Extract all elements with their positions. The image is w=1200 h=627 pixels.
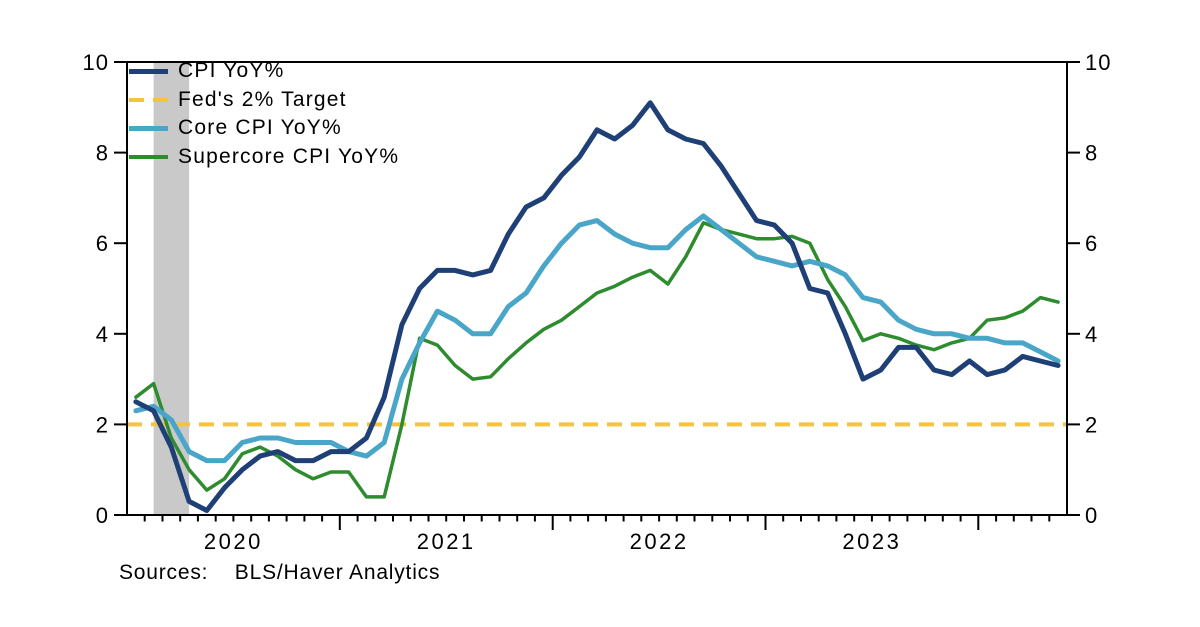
series-line-supercore-cpi-yoy <box>134 221 1060 499</box>
series-line-core-cpi-yoy <box>133 213 1061 464</box>
plot-border <box>126 61 1068 516</box>
y-tick-label-left: 0 <box>96 503 109 528</box>
y-tick-label-right: 2 <box>1085 412 1098 437</box>
legend-item-fed-target: Fed's 2% Target <box>129 86 399 115</box>
legend-swatch-cpi <box>129 68 168 74</box>
y-tick-label-right: 8 <box>1085 141 1098 166</box>
x-year-label: 2022 <box>630 529 689 554</box>
legend-swatch-supercore-cpi <box>129 155 168 159</box>
chart-legend: CPI YoY% Fed's 2% Target Core CPI YoY% S… <box>129 57 399 171</box>
x-year-label: 2020 <box>204 529 263 554</box>
y-tick-label-left: 8 <box>96 141 109 166</box>
series-line-cpi-yoy <box>133 100 1061 513</box>
legend-label-cpi: CPI YoY% <box>178 59 285 83</box>
y-tick-label-right: 4 <box>1085 322 1098 347</box>
x-year-label: 2021 <box>417 529 476 554</box>
y-tick-label-left: 10 <box>83 50 109 75</box>
x-year-label: 2023 <box>842 529 901 554</box>
y-tick-label-right: 0 <box>1085 503 1098 528</box>
y-tick-label-left: 2 <box>96 412 109 437</box>
y-tick-label-right: 10 <box>1085 50 1111 75</box>
legend-label-core-cpi: Core CPI YoY% <box>178 116 342 140</box>
y-tick-label-left: 6 <box>96 231 109 256</box>
legend-label-supercore-cpi: Supercore CPI YoY% <box>178 144 400 168</box>
y-tick-label-right: 6 <box>1085 231 1098 256</box>
source-note: Sources: BLS/Haver Analytics <box>119 561 441 584</box>
legend-swatch-core-cpi <box>129 125 168 131</box>
legend-label-fed-target: Fed's 2% Target <box>178 87 347 111</box>
legend-item-supercore-cpi: Supercore CPI YoY% <box>129 143 399 172</box>
legend-item-core-cpi: Core CPI YoY% <box>129 114 399 143</box>
legend-item-cpi: CPI YoY% <box>129 57 399 86</box>
y-tick-label-left: 4 <box>96 322 109 347</box>
legend-swatch-fed-target <box>129 97 168 102</box>
